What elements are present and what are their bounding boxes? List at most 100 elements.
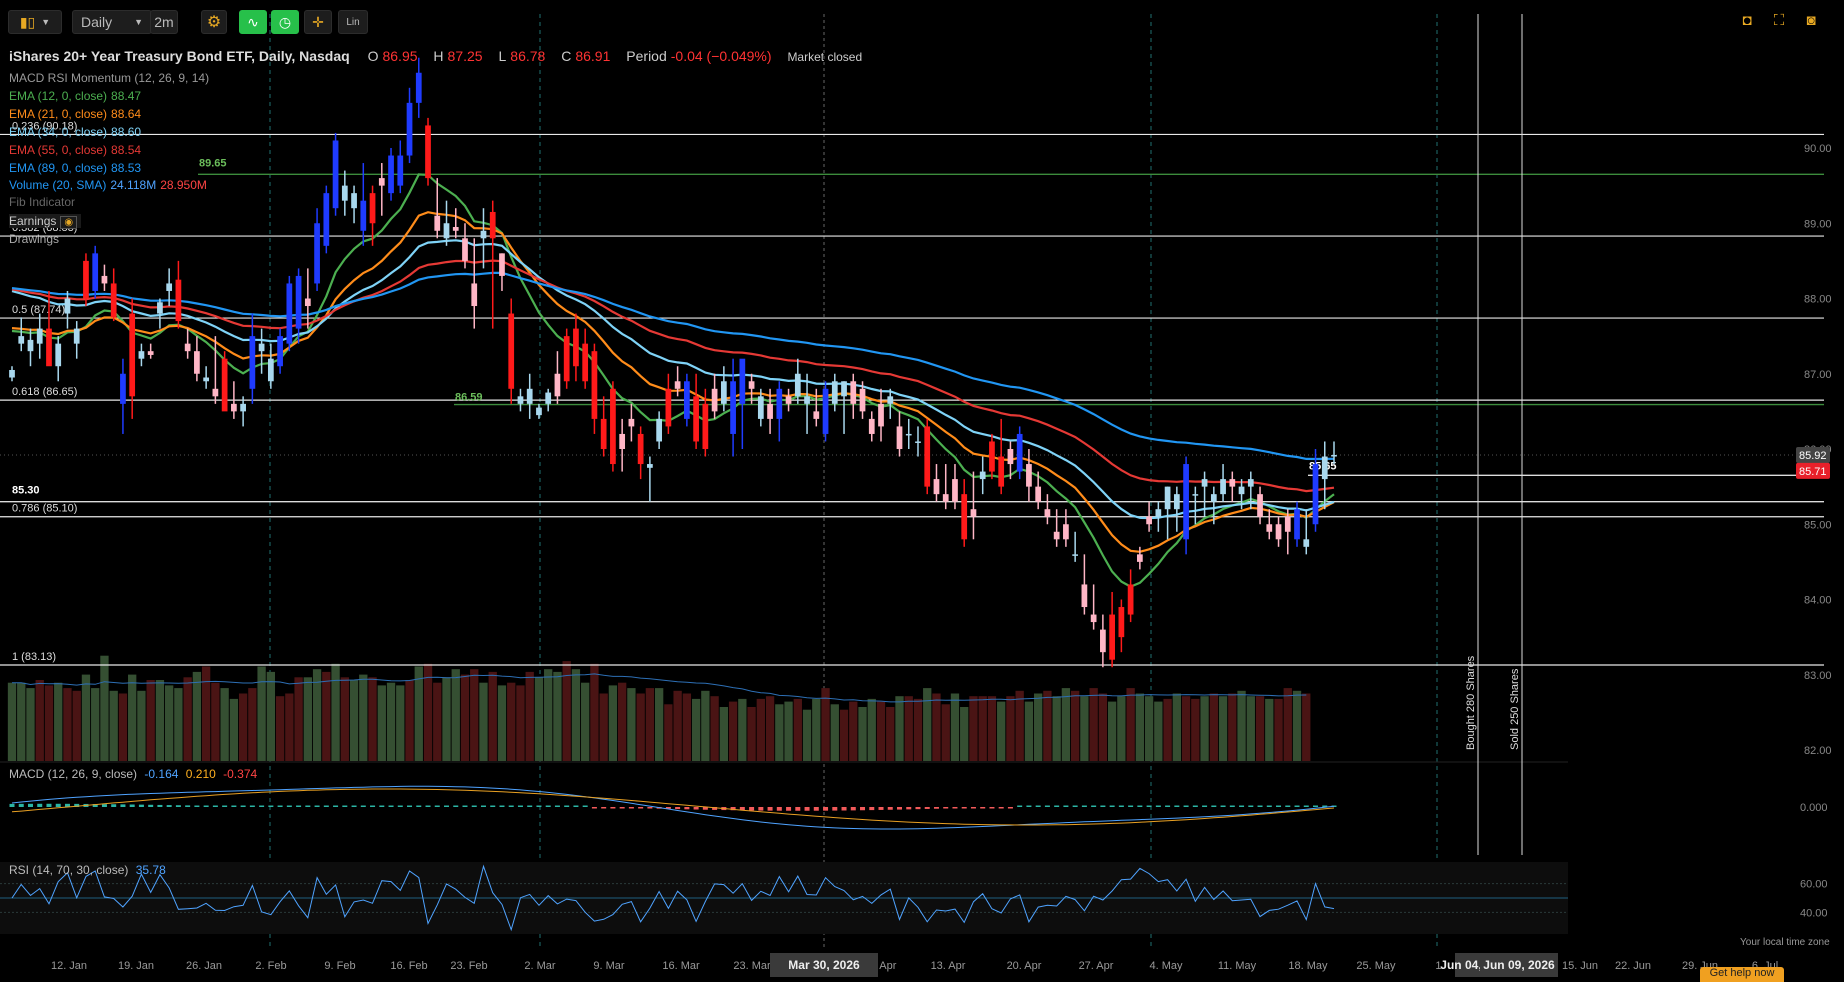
candle-body <box>813 411 820 419</box>
volume-bar <box>599 693 608 761</box>
indicator-row[interactable]: Earnings ◉ <box>9 214 82 229</box>
candle-body <box>36 328 43 344</box>
indicator-name: EMA (12, 0, close) <box>9 89 108 103</box>
macd-histogram-bar <box>1017 805 1023 807</box>
candle-body <box>101 275 108 284</box>
candle-body <box>545 392 552 404</box>
volume-bar <box>627 688 636 761</box>
scale-button[interactable]: Lin <box>338 10 368 34</box>
camera-icon[interactable]: ◙ <box>1806 12 1816 29</box>
candle-body <box>221 358 228 412</box>
price-line-label: 89.65 <box>199 157 227 169</box>
indicator-row[interactable]: EMA (21, 0, close) 88.64 <box>9 107 145 121</box>
candle-body <box>711 388 718 412</box>
macd-histogram-bar <box>1220 805 1226 807</box>
volume-bar <box>100 655 109 761</box>
range-button[interactable]: 2m <box>150 10 178 34</box>
macd-histogram-bar <box>730 807 736 811</box>
crosshair-button[interactable]: ✛ <box>304 10 332 34</box>
volume-bar <box>830 704 839 761</box>
volume-bar <box>312 669 322 761</box>
x-axis-label: 16. Feb <box>390 960 427 972</box>
volume-bar <box>1061 688 1071 761</box>
candle-body <box>1257 494 1263 517</box>
candle-body <box>1016 433 1023 472</box>
macd-histogram-bar <box>480 805 486 807</box>
candle-body <box>1090 614 1097 623</box>
close-label: C <box>561 48 572 64</box>
indicator-name: EMA (34, 0, close) <box>9 125 108 139</box>
macd-histogram-bar <box>1109 805 1115 807</box>
help-button[interactable]: Get help now <box>1700 967 1784 982</box>
macd-histogram-bar <box>1266 805 1272 807</box>
macd-histogram-bar <box>490 805 496 807</box>
indicator-row[interactable]: Volume (20, SMA) 24.118M 28.950M <box>9 178 211 192</box>
low-label: L <box>498 48 507 64</box>
macd-histogram-bar <box>1155 805 1161 807</box>
candle-body <box>231 403 237 412</box>
volume-bar <box>553 671 562 761</box>
indicator-row[interactable]: MACD RSI Momentum (12, 26, 9, 14) <box>9 71 213 85</box>
eye-icon[interactable]: ◉ <box>60 216 78 229</box>
candle-body <box>1173 494 1180 510</box>
indicator-name: EMA (21, 0, close) <box>9 107 108 121</box>
indicators-button[interactable]: ∿ <box>239 10 267 34</box>
macd-histogram-bar <box>601 807 607 809</box>
volume-bar <box>673 690 682 761</box>
volume-bar <box>701 690 710 761</box>
macd-histogram-bar <box>1128 805 1134 807</box>
volume-bar <box>460 674 470 761</box>
chart-type-button[interactable]: ▮▯ ▼ <box>8 10 62 34</box>
indicator-row[interactable]: Drawings <box>9 232 63 246</box>
macd-histogram-bar <box>758 807 764 811</box>
candle-body <box>730 381 736 434</box>
volume-bar <box>997 701 1006 761</box>
indicator-row[interactable]: EMA (12, 0, close) 88.47 <box>9 89 145 103</box>
volume-bar <box>248 688 257 761</box>
indicator-row[interactable]: EMA (34, 0, close) 88.60 <box>9 125 145 139</box>
macd-histogram-bar <box>1285 805 1291 807</box>
volume-bar <box>913 698 923 761</box>
volume-bar <box>451 669 460 761</box>
volume-bar <box>1163 698 1172 761</box>
fullscreen-icon[interactable]: ⛶ <box>1773 12 1785 29</box>
candle-body <box>1312 464 1319 525</box>
bot-icon[interactable]: ◘ <box>1742 12 1752 29</box>
open-value: 86.95 <box>382 48 418 64</box>
macd-histogram-bar <box>776 807 782 811</box>
volume-bar <box>1302 693 1311 761</box>
candle-body <box>702 403 709 449</box>
macd-histogram-bar <box>860 807 866 811</box>
macd-histogram-bar <box>212 805 218 807</box>
candle-body <box>859 388 866 412</box>
macd-histogram-bar <box>444 805 450 807</box>
volume-bar <box>1265 698 1274 761</box>
volume-bar <box>488 671 497 761</box>
volume-bar <box>229 698 239 761</box>
candle-body <box>27 339 34 352</box>
rsi-value: 35.78 <box>135 863 166 877</box>
macd-histogram-bar <box>869 807 875 811</box>
settings-button[interactable]: ⚙ <box>201 10 227 34</box>
x-axis-label: 27. Apr <box>1079 960 1114 972</box>
interval-select[interactable]: Daily ▼ <box>72 10 152 34</box>
candle-body <box>157 302 163 314</box>
indicator-row[interactable]: EMA (89, 0, close) 88.53 <box>9 161 145 175</box>
rsi-level-label: 40.00 <box>1800 907 1828 919</box>
macd-histogram-bar <box>120 804 126 807</box>
x-axis-label: 4. May <box>1149 960 1183 972</box>
macd-histogram-bar <box>434 805 440 807</box>
macd-histogram-bar <box>222 805 228 807</box>
candlestick-icon: ▮▯ <box>19 13 36 30</box>
macd-histogram-bar <box>129 804 135 807</box>
candle-body <box>804 396 810 404</box>
clock-button[interactable]: ◷ <box>271 10 299 34</box>
indicator-row[interactable]: Fib Indicator <box>9 195 79 209</box>
price-line-label: 85.30 <box>12 485 40 497</box>
volume-bar <box>664 704 673 761</box>
macd-histogram-bar <box>1248 805 1254 807</box>
candle-body <box>9 369 15 378</box>
indicator-row[interactable]: EMA (55, 0, close) 88.54 <box>9 143 145 157</box>
indicator-value: 88.60 <box>111 125 142 139</box>
